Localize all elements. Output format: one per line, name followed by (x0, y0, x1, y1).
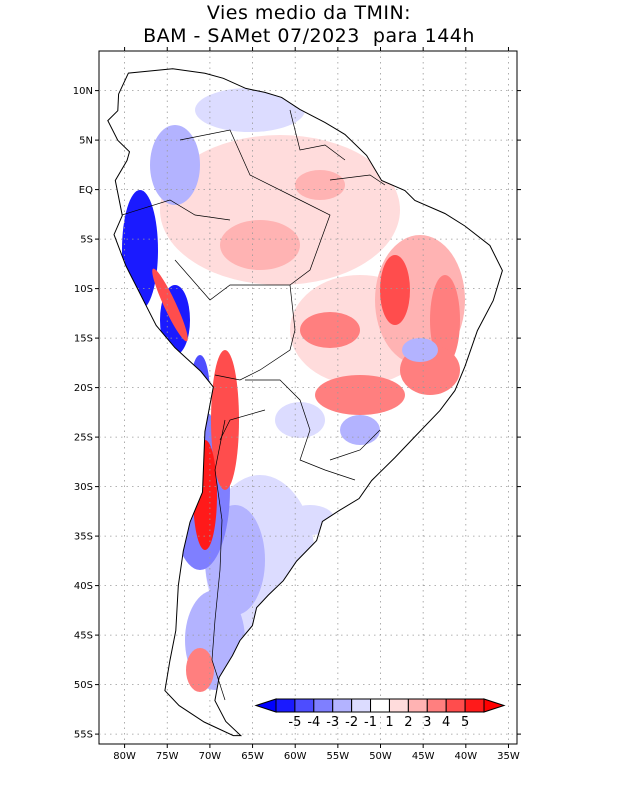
lat-tick-label: 50S (74, 680, 93, 691)
lon-tick-label: 80W (113, 751, 136, 762)
lat-tick-label: 5S (80, 235, 93, 246)
colorbar-swatch (294, 698, 315, 713)
lat-tick-label: 10S (74, 284, 93, 295)
colorbar-label: -5 (288, 715, 301, 730)
lat-tick-label: 10N (73, 86, 93, 97)
lat-tick-label: 25S (74, 433, 93, 444)
lon-tick-label: 45W (412, 751, 435, 762)
country-borders (121, 109, 386, 701)
colorbar-swatch (275, 698, 296, 713)
colorbar-label: -4 (307, 715, 320, 730)
coastline (107, 68, 503, 737)
lat-tick-label: 30S (74, 482, 93, 493)
lat-tick-label: 15S (74, 334, 93, 345)
lon-tick-label: 55W (327, 751, 350, 762)
colorbar-swatch (388, 698, 409, 713)
colorbar-swatch (445, 698, 466, 713)
lat-tick-label: EQ (79, 185, 93, 196)
lon-tick-label: 40W (455, 751, 478, 762)
lon-tick-label: 70W (199, 751, 222, 762)
graticule (99, 51, 517, 744)
colorbar-label: 4 (442, 715, 450, 730)
lon-tick-label: 35W (497, 751, 520, 762)
colorbar-label: 2 (404, 715, 412, 730)
colorbar-swatch (351, 698, 372, 713)
colorbar-swatch (407, 698, 428, 713)
lon-tick-label: 50W (369, 751, 392, 762)
colorbar-label: 3 (423, 715, 431, 730)
lon-tick-label: 65W (241, 751, 264, 762)
lon-tick-label: 60W (284, 751, 307, 762)
lat-tick-label: 35S (74, 532, 93, 543)
colorbar-swatch (464, 698, 485, 713)
longitude-ticks: 80W 75W 70W 65W 60W 55W 50W 45W 40W 35W (113, 47, 520, 762)
colorbar-label: -2 (345, 715, 358, 730)
lat-tick-label: 55S (74, 730, 93, 741)
latitude-ticks: 10N 5N EQ 5S 10S 15S 20S 25S 30S 35S 40S 45S 50S 55S (73, 86, 521, 741)
colorbar-label: -1 (364, 715, 377, 730)
colorbar-label: 5 (461, 715, 469, 730)
lat-tick-label: 20S (74, 383, 93, 394)
colorbar-swatch (332, 698, 353, 713)
bias-field (107, 68, 503, 736)
colorbar: -5 -4 -3 -2 -1 1 2 3 4 5 (254, 698, 506, 730)
lat-tick-label: 5N (79, 136, 93, 147)
lat-tick-label: 45S (74, 631, 93, 642)
lon-tick-label: 75W (156, 751, 179, 762)
colorbar-swatch (370, 698, 390, 713)
colorbar-arrow-right (483, 698, 506, 713)
colorbar-label: 1 (385, 715, 393, 730)
colorbar-swatch (313, 698, 334, 713)
colorbar-label: -3 (326, 715, 339, 730)
title-line-2: BAM - SAMet 07/2023 para 144h (143, 25, 475, 47)
chart-title: Vies medio da TMIN: BAM - SAMet 07/2023 … (0, 2, 618, 48)
title-line-1: Vies medio da TMIN: (206, 2, 412, 24)
lat-tick-label: 40S (74, 581, 93, 592)
colorbar-swatch (426, 698, 447, 713)
